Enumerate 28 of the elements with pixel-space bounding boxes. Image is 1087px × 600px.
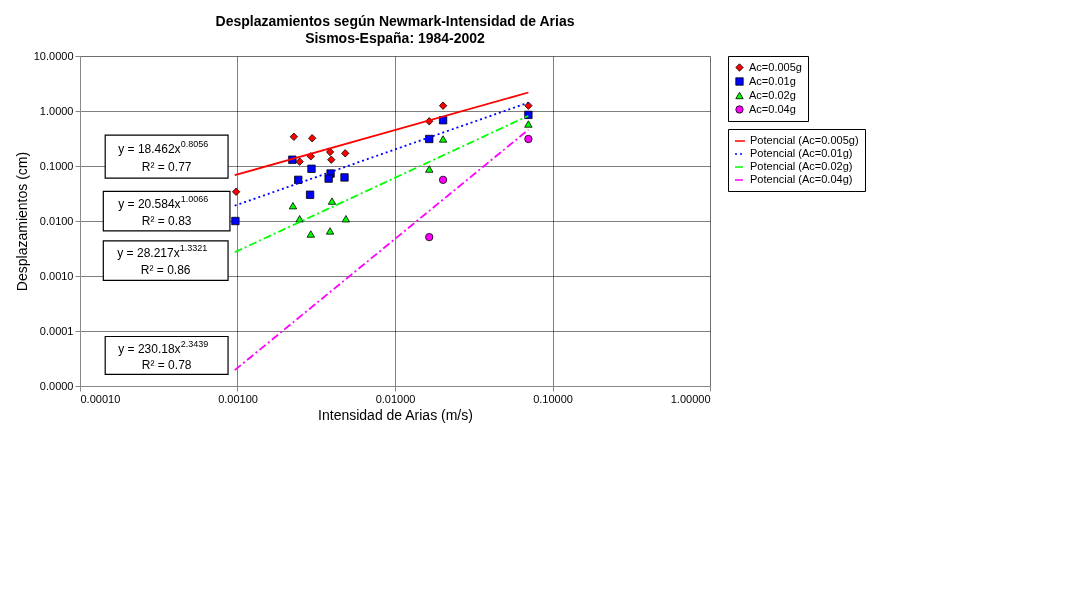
legend-label: Ac=0.005g: [749, 60, 802, 73]
legend-label: Ac=0.01g: [749, 74, 796, 87]
annotation: R² = 0.83: [141, 213, 192, 228]
chart-title: Desplazamientos según Newmark-Intensidad de Arias: [215, 13, 575, 29]
annotation: R² = 0.77: [141, 159, 192, 174]
y-tick-label: 0.1000: [39, 159, 74, 172]
chart-subtitle: Sismos-España: 1984-2002: [305, 30, 486, 46]
y-tick-label: 0.0001: [39, 324, 74, 337]
legend-label: Potencial (Ac=0.04g): [750, 173, 853, 185]
legend-label: Potencial (Ac=0.01g): [750, 147, 853, 159]
annotation: R² = 0.78: [141, 357, 192, 372]
x-tick-label: 0.00100: [218, 392, 258, 405]
legend-label: Potencial (Ac=0.02g): [750, 160, 853, 172]
x-tick-label: 0.10000: [533, 392, 573, 405]
y-tick-label: 1.0000: [39, 104, 74, 117]
annotation: R² = 0.86: [140, 263, 191, 278]
y-tick-label: 0.0010: [39, 269, 74, 282]
legend-label: Ac=0.02g: [749, 88, 796, 101]
x-tick-label: 0.00010: [80, 392, 121, 405]
x-tick-label: 0.01000: [375, 392, 416, 405]
y-tick-label: 0.0100: [39, 214, 74, 227]
x-axis-title: Intensidad de Arias (m/s): [318, 406, 473, 423]
legend-label: Ac=0.04g: [749, 102, 796, 115]
legend-label: Potencial (Ac=0.005g): [750, 134, 859, 146]
x-tick-label: 1.00000: [670, 392, 711, 405]
y-axis-title: Desplazamientos (cm): [13, 151, 30, 292]
y-tick-label: 0.0000: [39, 379, 74, 392]
y-tick-label: 10.0000: [33, 49, 74, 62]
